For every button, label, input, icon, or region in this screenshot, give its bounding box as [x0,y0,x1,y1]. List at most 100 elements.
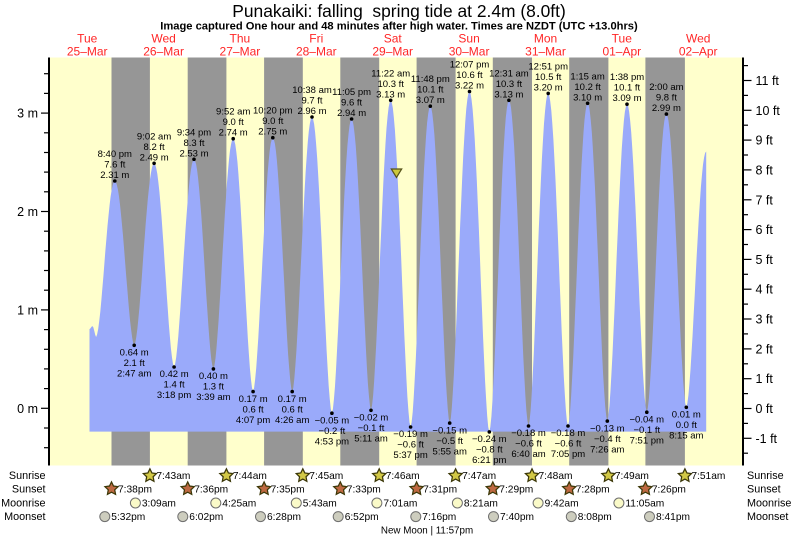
svg-text:Image captured One hour and 48: Image captured One hour and 48 minutes a… [160,21,638,33]
svg-text:3.22 m: 3.22 m [455,81,484,92]
svg-text:9.7 ft: 9.7 ft [301,96,322,107]
svg-text:8:40 pm: 8:40 pm [98,149,132,160]
svg-text:4:53 pm: 4:53 pm [315,436,349,447]
svg-text:New Moon | 11:57pm: New Moon | 11:57pm [381,526,473,537]
svg-text:Sunset: Sunset [12,483,46,495]
svg-text:7:51am: 7:51am [691,471,725,482]
svg-text:2.49 m: 2.49 m [140,152,169,163]
svg-text:2.53 m: 2.53 m [179,148,208,159]
svg-text:11:22 am: 11:22 am [371,68,410,79]
svg-text:1.4 ft: 1.4 ft [164,380,185,391]
svg-text:Moonset: Moonset [4,511,45,523]
svg-text:−0.04 m: −0.04 m [630,414,665,425]
svg-text:6 ft: 6 ft [756,223,774,237]
svg-text:1 ft: 1 ft [756,372,774,386]
svg-text:7:43am: 7:43am [156,471,190,482]
svg-text:8.2 ft: 8.2 ft [144,142,165,153]
svg-text:3 m: 3 m [17,107,38,121]
svg-text:25–Mar: 25–Mar [67,44,108,58]
svg-text:−0.02 m: −0.02 m [354,413,389,424]
svg-text:5 ft: 5 ft [756,253,774,267]
svg-text:3:09am: 3:09am [142,499,176,510]
svg-text:2.75 m: 2.75 m [258,127,287,138]
svg-text:2:00 am: 2:00 am [649,82,683,93]
svg-text:9:34 pm: 9:34 pm [177,127,211,138]
svg-text:7:26 am: 7:26 am [590,444,624,455]
svg-text:2 ft: 2 ft [756,342,774,356]
svg-text:10.2 ft: 10.2 ft [574,82,601,93]
svg-text:10 ft: 10 ft [756,104,781,118]
svg-text:Sunset: Sunset [747,483,781,495]
svg-text:4:07 pm: 4:07 pm [236,415,270,426]
svg-text:0 m: 0 m [17,402,38,416]
svg-text:5:32pm: 5:32pm [111,512,145,523]
svg-text:9.6 ft: 9.6 ft [341,98,362,109]
svg-text:7:26pm: 7:26pm [652,484,686,495]
svg-text:7:29pm: 7:29pm [499,484,533,495]
svg-text:Punakaiki: falling spring tid: Punakaiki: falling spring tide at 2.4m (… [232,1,566,21]
svg-text:12:51 pm: 12:51 pm [528,61,568,72]
svg-text:Moonrise: Moonrise [747,498,791,510]
svg-text:7:31pm: 7:31pm [423,484,457,495]
svg-text:Wed: Wed [686,31,710,45]
svg-text:−0.15 m: −0.15 m [432,425,467,436]
svg-text:Moonset: Moonset [747,511,788,523]
svg-text:7:01am: 7:01am [383,499,417,510]
svg-text:0.42 m: 0.42 m [160,369,189,380]
svg-text:10.3 ft: 10.3 ft [377,79,404,90]
svg-text:10.6 ft: 10.6 ft [456,70,483,81]
svg-text:26–Mar: 26–Mar [143,44,184,58]
svg-text:−0.1 ft: −0.1 ft [633,425,660,436]
svg-text:8:08pm: 8:08pm [578,512,612,523]
svg-text:7:05 pm: 7:05 pm [551,449,585,460]
svg-text:Tue: Tue [77,31,98,45]
svg-text:8:15 am: 8:15 am [669,431,703,442]
svg-text:Tue: Tue [612,31,633,45]
svg-text:9.0 ft: 9.0 ft [262,116,283,127]
svg-text:1 m: 1 m [17,303,38,317]
svg-text:9.0 ft: 9.0 ft [223,117,244,128]
svg-text:7.6 ft: 7.6 ft [104,160,125,171]
svg-text:0 ft: 0 ft [756,402,774,416]
svg-text:2 m: 2 m [17,205,38,219]
svg-text:Mon: Mon [534,31,557,45]
svg-text:7:28pm: 7:28pm [576,484,610,495]
svg-text:3.13 m: 3.13 m [494,89,523,100]
svg-text:7:33pm: 7:33pm [347,484,381,495]
svg-text:7:49am: 7:49am [615,471,649,482]
svg-text:2.94 m: 2.94 m [337,108,366,119]
svg-text:0.17 m: 0.17 m [239,394,268,405]
svg-text:5:43am: 5:43am [303,499,337,510]
svg-text:4:25am: 4:25am [222,499,256,510]
svg-text:−0.5 ft: −0.5 ft [436,436,463,447]
svg-text:1:38 pm: 1:38 pm [610,72,644,83]
svg-text:9:02 am: 9:02 am [137,131,171,142]
svg-text:7:38pm: 7:38pm [118,484,152,495]
svg-text:2.74 m: 2.74 m [219,128,248,139]
svg-text:27–Mar: 27–Mar [220,44,261,58]
svg-text:8 ft: 8 ft [756,163,774,177]
svg-text:5:55 am: 5:55 am [433,446,467,457]
svg-text:-1 ft: -1 ft [756,432,778,446]
svg-text:2:47 am: 2:47 am [117,369,151,380]
svg-text:3.10 m: 3.10 m [573,92,602,103]
svg-text:01–Apr: 01–Apr [602,44,641,58]
svg-text:11:05 pm: 11:05 pm [332,87,371,98]
svg-text:9:42am: 9:42am [545,499,579,510]
svg-text:Fri: Fri [309,31,323,45]
svg-text:7:47am: 7:47am [462,471,496,482]
svg-text:8.3 ft: 8.3 ft [183,138,204,149]
svg-text:2.96 m: 2.96 m [297,106,326,117]
svg-text:−0.2 ft: −0.2 ft [319,426,346,437]
svg-text:−0.24 m: −0.24 m [472,434,507,445]
svg-text:12:31 am: 12:31 am [489,68,529,79]
svg-text:5:11 am: 5:11 am [354,434,388,445]
svg-text:Thu: Thu [230,31,251,45]
svg-text:3.13 m: 3.13 m [376,89,405,100]
svg-text:7:44am: 7:44am [233,471,267,482]
svg-text:10.1 ft: 10.1 ft [614,83,641,94]
svg-text:−0.1 ft: −0.1 ft [358,423,385,434]
svg-text:Sunrise: Sunrise [747,470,784,482]
svg-text:−0.6 ft: −0.6 ft [555,439,582,450]
svg-text:3:18 pm: 3:18 pm [157,390,191,401]
